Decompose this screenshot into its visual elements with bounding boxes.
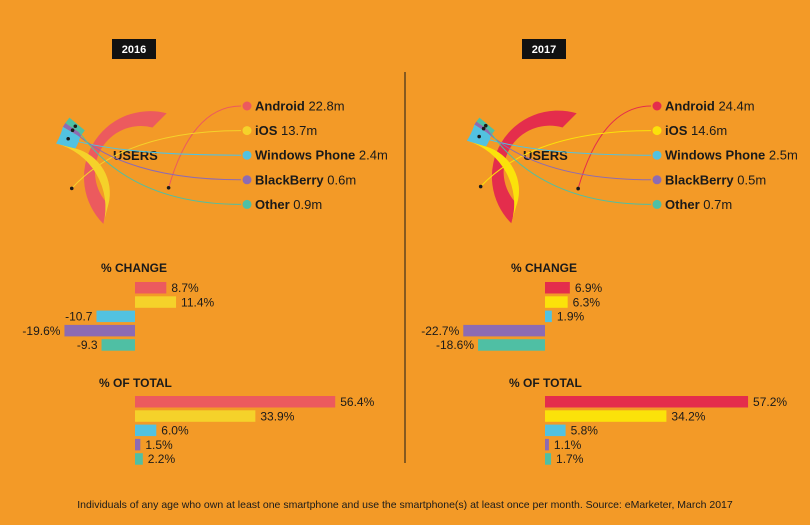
total-label-blackberry: 1.5% bbox=[145, 438, 173, 452]
change-bar-blackberry bbox=[64, 324, 135, 337]
change-label-other: -9.3 bbox=[77, 338, 98, 352]
total-label-android: 56.4% bbox=[340, 395, 374, 409]
pct-change-title: % CHANGE bbox=[511, 261, 577, 275]
total-bar-android bbox=[135, 396, 336, 408]
change-bar-other bbox=[101, 339, 135, 351]
legend-item-windows-phone: Windows Phone 2.5m bbox=[665, 148, 798, 163]
legend-item-android: Android 24.4m bbox=[665, 99, 755, 114]
legend-marker-windows-phone bbox=[652, 150, 662, 160]
legend-item-android: Android 22.8m bbox=[255, 99, 345, 114]
connector-windows-phone bbox=[479, 136, 652, 156]
year-badge bbox=[112, 39, 156, 59]
change-bar-android bbox=[135, 282, 167, 294]
legend-item-other: Other 0.9m bbox=[255, 197, 322, 212]
legend-marker-android bbox=[652, 101, 662, 111]
change-bar-ios bbox=[135, 296, 177, 308]
connector-ios bbox=[71, 130, 242, 189]
pct-change-title: % CHANGE bbox=[101, 261, 167, 275]
legend-marker-blackberry bbox=[652, 175, 662, 185]
total-bar-windows-phone bbox=[545, 424, 566, 437]
connector-windows-phone bbox=[68, 138, 242, 156]
change-label-ios: 11.4% bbox=[181, 295, 214, 309]
connector-dot bbox=[70, 128, 75, 133]
year-label: 2016 bbox=[122, 44, 146, 56]
legend-item-other: Other 0.7m bbox=[665, 197, 732, 212]
change-label-other: -18.6% bbox=[436, 338, 474, 352]
change-bar-windows-phone bbox=[96, 310, 135, 323]
panel-2016: 2016 USERS Android 22.8m iOS 13.7m Windows P… bbox=[22, 39, 388, 466]
change-label-windows-phone: -10.7 bbox=[65, 310, 93, 324]
donut-segment-android bbox=[491, 110, 577, 224]
donut-segment-android bbox=[83, 111, 167, 224]
pct-total-title: % OF TOTAL bbox=[99, 376, 172, 390]
total-bar-blackberry bbox=[545, 438, 549, 451]
connector-dot bbox=[481, 126, 486, 131]
users-label: USERS bbox=[113, 148, 158, 163]
donut-segment-ios bbox=[56, 143, 110, 224]
legend-marker-ios bbox=[242, 126, 252, 136]
legend-item-ios: iOS 13.7m bbox=[255, 123, 317, 138]
legend-item-blackberry: BlackBerry 0.6m bbox=[255, 172, 356, 187]
change-label-android: 8.7% bbox=[171, 281, 199, 295]
connector-other bbox=[485, 125, 652, 205]
connector-dot bbox=[73, 124, 78, 129]
total-label-other: 1.7% bbox=[556, 452, 584, 466]
change-label-blackberry: -19.6% bbox=[22, 324, 60, 338]
legend-marker-ios bbox=[652, 126, 662, 136]
connector-android bbox=[577, 105, 652, 189]
legend-marker-other bbox=[242, 199, 252, 209]
change-bar-android bbox=[545, 282, 570, 294]
change-bar-other bbox=[478, 339, 545, 351]
total-label-blackberry: 1.1% bbox=[554, 438, 582, 452]
connector-dot bbox=[69, 186, 74, 191]
change-label-ios: 6.3% bbox=[573, 295, 601, 309]
connector-dot bbox=[483, 123, 488, 128]
total-label-android: 57.2% bbox=[753, 395, 787, 409]
connector-dot bbox=[66, 136, 70, 141]
connector-ios bbox=[480, 130, 652, 187]
change-bar-ios bbox=[545, 296, 568, 308]
total-label-other: 2.2% bbox=[148, 452, 176, 466]
total-label-windows-phone: 5.8% bbox=[571, 424, 599, 438]
total-bar-windows-phone bbox=[135, 424, 157, 437]
total-label-ios: 34.2% bbox=[671, 409, 705, 423]
legend-item-blackberry: BlackBerry 0.5m bbox=[665, 172, 766, 187]
legend-marker-blackberry bbox=[242, 175, 252, 185]
connector-other bbox=[74, 126, 242, 205]
legend-marker-windows-phone bbox=[242, 150, 252, 160]
legend-item-ios: iOS 14.6m bbox=[665, 123, 727, 138]
total-label-ios: 33.9% bbox=[260, 409, 294, 423]
change-bar-windows-phone bbox=[545, 310, 552, 323]
connector-dot bbox=[166, 186, 171, 190]
change-label-windows-phone: 1.9% bbox=[557, 310, 585, 324]
change-label-android: 6.9% bbox=[575, 281, 603, 295]
connector-dot bbox=[576, 186, 580, 191]
total-bar-ios bbox=[135, 410, 256, 422]
connector-dot bbox=[478, 184, 483, 189]
connector-android bbox=[168, 105, 242, 188]
year-badge bbox=[522, 39, 566, 59]
total-bar-other bbox=[135, 453, 143, 465]
change-label-blackberry: -22.7% bbox=[421, 324, 459, 338]
pct-total-title: % OF TOTAL bbox=[509, 376, 582, 390]
connector-blackberry bbox=[483, 128, 652, 181]
year-label: 2017 bbox=[532, 44, 556, 56]
total-bar-ios bbox=[545, 410, 667, 422]
total-bar-blackberry bbox=[135, 438, 141, 451]
legend-marker-android bbox=[242, 101, 252, 111]
footnote: Individuals of any age who own at least … bbox=[77, 499, 733, 511]
legend-item-windows-phone: Windows Phone 2.4m bbox=[255, 148, 388, 163]
donut-segment-ios bbox=[466, 140, 520, 224]
legend-marker-other bbox=[652, 199, 662, 209]
total-bar-android bbox=[545, 396, 749, 408]
total-bar-other bbox=[545, 453, 552, 465]
connector-dot bbox=[477, 134, 481, 139]
total-label-windows-phone: 6.0% bbox=[161, 424, 189, 438]
change-bar-blackberry bbox=[463, 324, 545, 337]
